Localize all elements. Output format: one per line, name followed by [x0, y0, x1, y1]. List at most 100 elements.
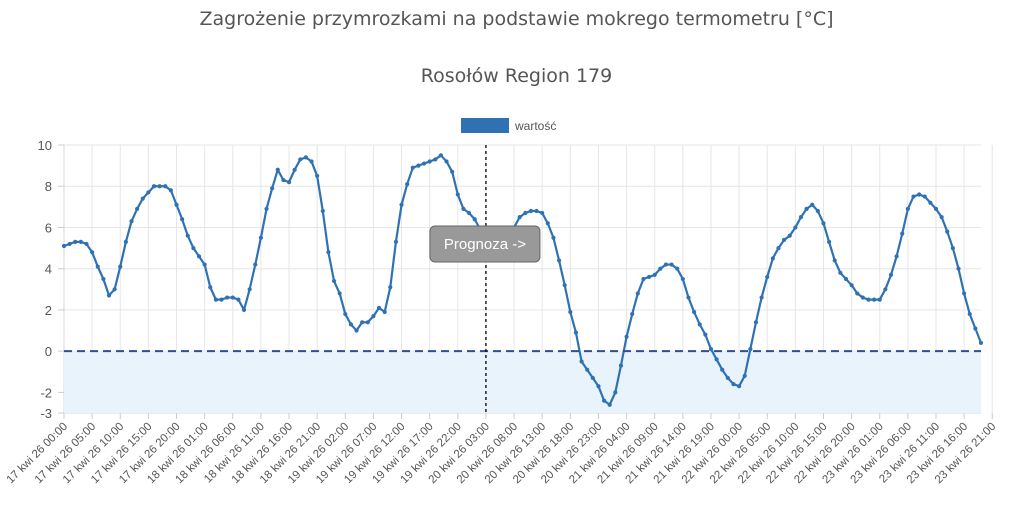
data-point: [196, 254, 202, 259]
data-point: [770, 256, 775, 261]
data-point: [928, 200, 933, 205]
data-point: [714, 357, 719, 362]
data-point: [635, 291, 640, 296]
data-point: [534, 208, 539, 214]
data-point: [613, 390, 618, 395]
data-point: [450, 169, 455, 174]
data-point: [213, 297, 218, 302]
data-point: [748, 346, 753, 352]
data-point: [298, 157, 303, 162]
data-point: [236, 297, 241, 302]
data-point: [804, 206, 809, 212]
frost-zone-area: [64, 351, 981, 413]
chart-title: Zagrożenie przymrozkami na podstawie mok…: [199, 8, 834, 30]
data-point: [360, 320, 365, 325]
data-point: [551, 235, 556, 240]
data-point: [123, 239, 128, 244]
data-point: [376, 305, 382, 310]
data-point: [950, 245, 955, 251]
data-point: [759, 295, 764, 300]
data-point: [225, 295, 230, 300]
data-point: [140, 196, 145, 201]
data-point: [202, 262, 207, 267]
data-point: [630, 311, 635, 317]
y-tick-label: 4: [45, 262, 52, 277]
data-point: [84, 241, 89, 247]
annotations: Prognoza ->: [64, 145, 981, 413]
data-point: [438, 153, 444, 158]
data-point: [286, 180, 292, 185]
data-point: [157, 184, 162, 189]
data-point: [118, 264, 123, 269]
data-point: [320, 208, 325, 214]
data-point: [247, 287, 252, 292]
data-point: [725, 375, 730, 381]
data-point: [568, 309, 573, 315]
data-point: [798, 215, 804, 220]
data-point: [309, 159, 314, 164]
data-point: [264, 206, 269, 212]
y-tick-label: 8: [45, 179, 52, 194]
data-point: [585, 367, 590, 372]
data-point: [101, 276, 106, 282]
data-point: [872, 297, 877, 302]
data-point: [939, 215, 944, 220]
data-point: [163, 184, 168, 189]
data-point: [61, 243, 67, 249]
data-point: [917, 192, 922, 197]
data-point: [258, 235, 263, 240]
data-point: [461, 206, 466, 212]
data-point: [697, 322, 702, 327]
data-point: [112, 287, 117, 292]
data-point: [894, 254, 899, 259]
data-point: [905, 206, 910, 212]
data-point: [416, 163, 421, 168]
data-point: [691, 309, 697, 315]
data-point: [174, 202, 179, 207]
data-point: [843, 276, 849, 282]
data-point: [135, 206, 140, 212]
y-tick-label: -3: [40, 406, 52, 421]
data-point: [326, 250, 331, 255]
data-point: [399, 202, 404, 207]
data-point: [281, 177, 286, 183]
data-point: [827, 239, 832, 244]
y-tick-label: 6: [45, 220, 52, 235]
data-point: [590, 375, 595, 381]
data-point: [596, 384, 601, 389]
data-point: [343, 311, 348, 317]
data-point: [945, 229, 950, 234]
data-point: [956, 266, 961, 271]
data-point: [624, 334, 629, 339]
data-point: [303, 155, 309, 160]
data-point: [331, 278, 337, 284]
data-point: [641, 276, 646, 282]
data-point: [348, 322, 354, 327]
data-point: [393, 239, 399, 244]
y-axis: -3 -2 0 2 4 6 8 10: [38, 138, 64, 421]
data-point: [67, 241, 72, 247]
data-point: [388, 285, 393, 290]
data-point: [573, 330, 579, 335]
series-wartosc: [61, 153, 984, 407]
data-point: [382, 309, 387, 315]
data-point: [455, 192, 460, 197]
data-point: [180, 217, 185, 222]
y-tick-label: 0: [45, 344, 52, 359]
data-point: [967, 311, 972, 317]
data-point: [185, 233, 190, 238]
data-point: [888, 272, 894, 277]
data-point: [849, 283, 854, 288]
data-point: [146, 190, 151, 195]
data-point: [528, 208, 534, 214]
legend[interactable]: wartość: [461, 118, 556, 133]
data-point: [433, 157, 438, 162]
data-point: [410, 165, 415, 170]
data-point: [680, 276, 685, 282]
data-point: [219, 297, 224, 302]
data-point: [275, 167, 280, 172]
data-point: [427, 159, 432, 164]
